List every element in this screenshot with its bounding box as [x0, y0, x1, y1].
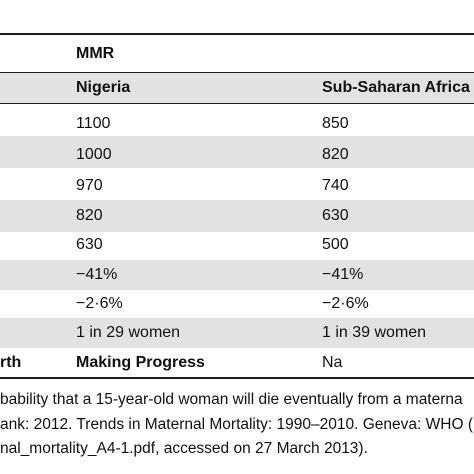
cell-ssa: 1 in 39 women [322, 324, 427, 341]
cell-ssa: 820 [322, 146, 349, 163]
row-band [0, 136, 474, 168]
cell-nigeria: 820 [76, 207, 103, 224]
column-header-nigeria: Nigeria [76, 79, 131, 96]
cell-nigeria: 1100 [76, 115, 111, 132]
row-label-fragment: rth [0, 354, 22, 371]
header-rule [0, 72, 474, 73]
bottom-rule [0, 377, 474, 379]
header-band [0, 72, 474, 104]
cell-nigeria: 630 [76, 236, 103, 253]
cell-nigeria: 970 [76, 177, 103, 194]
column-header-rule [0, 103, 474, 104]
footnote-line: bability that a 15-year-old woman will d… [0, 391, 463, 408]
cell-nigeria: −41% [76, 266, 118, 283]
top-rule [0, 33, 474, 35]
cell-ssa: 850 [322, 115, 349, 132]
cell-ssa: 630 [322, 207, 349, 224]
footnote-line: nal_mortality_A4-1.pdf, accessed on 27 M… [0, 440, 368, 457]
spanning-header-mmr: MMR [76, 45, 115, 62]
cell-nigeria: 1000 [76, 146, 112, 163]
row-band [0, 318, 474, 348]
cell-ssa: 740 [322, 177, 349, 194]
cell-ssa: Na [322, 354, 343, 371]
column-header-ssa: Sub-Saharan Africa [322, 79, 470, 96]
cell-nigeria: Making Progress [76, 354, 205, 371]
cell-nigeria: −2·6% [76, 295, 123, 312]
cell-ssa: 500 [322, 236, 349, 253]
cell-ssa: −2·6% [322, 295, 369, 312]
cell-ssa: −41% [322, 266, 364, 283]
row-band [0, 260, 474, 290]
footnote-line: ank: 2012. Trends in Maternal Mortality:… [0, 416, 473, 433]
row-band [0, 200, 474, 232]
cell-nigeria: 1 in 29 women [76, 324, 181, 341]
